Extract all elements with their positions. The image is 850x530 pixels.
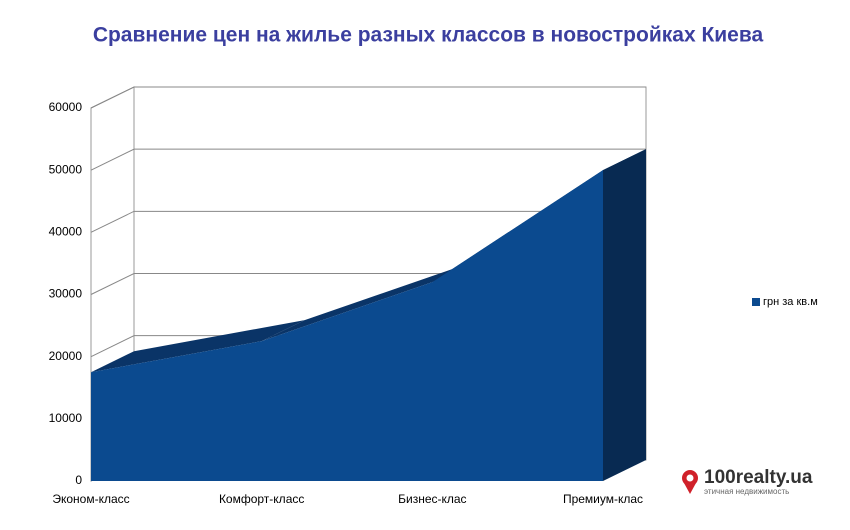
legend-label: грн за кв.м <box>763 296 818 308</box>
y-tick-label: 50000 <box>49 162 83 176</box>
y-tick-label: 30000 <box>49 287 83 301</box>
y-tick-label: 20000 <box>49 349 83 363</box>
logo: 100realty.ua этичная недвижимость <box>682 467 813 496</box>
area-top <box>91 320 305 373</box>
area-top <box>261 261 476 342</box>
logo-tagline: этичная недвижимость <box>704 487 789 496</box>
logo-pin-hole <box>686 474 694 482</box>
area-side <box>603 149 646 481</box>
legend-swatch <box>752 298 760 306</box>
grid-line <box>90 210 646 233</box>
logo-name: 100realty.ua <box>704 467 813 488</box>
area <box>91 170 603 481</box>
x-tick-label: Бизнес-клас <box>398 492 466 506</box>
chart-title: Сравнение цен на жилье разных классов в … <box>93 24 764 47</box>
grid-line <box>90 86 646 109</box>
x-tick-label: Комфорт-класс <box>219 492 304 506</box>
y-tick-label: 0 <box>75 473 82 487</box>
y-tick-label: 40000 <box>49 225 83 239</box>
grid-line <box>90 148 646 171</box>
x-tick-label: Премиум-клас <box>563 492 643 506</box>
y-tick-label: 60000 <box>49 100 83 114</box>
logo-pin-tip <box>684 483 696 494</box>
x-tick-label: Эконом-класс <box>52 492 129 506</box>
y-tick-label: 10000 <box>49 411 83 425</box>
